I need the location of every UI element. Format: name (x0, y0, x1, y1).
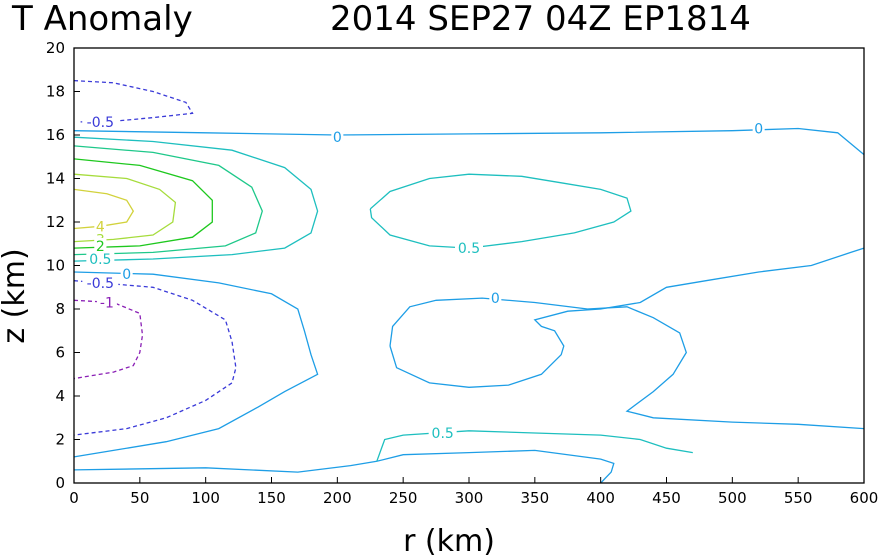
x-tick-label: 100 (191, 489, 220, 507)
contour-label-bg (82, 274, 119, 291)
contour-label-bg (96, 294, 117, 311)
x-tick-label: 350 (521, 489, 550, 507)
y-tick-label: 16 (46, 126, 65, 144)
x-tick-label: 400 (586, 489, 615, 507)
contour-line-2 (73, 136, 319, 262)
contour-label-bg (455, 240, 483, 257)
contour-label-bg (428, 424, 457, 441)
contour-line-12 (376, 430, 693, 462)
chart-title: T Anomaly (11, 0, 193, 39)
x-axis-ticks: 0 50 100 150 200 250 300 350 400 450 500 550 600 (69, 477, 878, 507)
y-tick-label: 12 (46, 213, 65, 231)
x-tick-label: 600 (850, 489, 879, 507)
contour-label: 0.5 (432, 426, 454, 442)
x-tick-label: 200 (323, 489, 352, 507)
y-axis-ticks: 0 2 4 6 8 10 12 14 16 18 20 (46, 39, 80, 492)
contour-line-11 (73, 449, 615, 484)
contour-label-bg (94, 237, 107, 254)
contour-label: -0.5 (87, 115, 114, 131)
contour-line-7 (369, 173, 632, 249)
contour-label-bg (752, 120, 765, 137)
y-tick-label: 20 (46, 39, 65, 57)
contour-label: 2 (96, 239, 105, 255)
y-tick-label: 2 (55, 431, 65, 449)
x-tick-label: 50 (130, 489, 149, 507)
contour-line-13 (389, 297, 865, 430)
contour-label-bg (82, 113, 119, 130)
contour-label: 0 (122, 267, 131, 283)
y-tick-label: 10 (46, 257, 65, 275)
chart-subtitle: 2014 SEP27 04Z EP1814 (330, 0, 751, 39)
y-tick-label: 8 (55, 300, 65, 318)
contour-label: 0 (333, 130, 342, 146)
contour-line-5 (73, 173, 177, 243)
contour-label-bg (120, 266, 133, 283)
y-tick-label: 0 (55, 474, 65, 492)
contour-line-1 (73, 127, 865, 156)
contour-line-10 (73, 299, 144, 380)
contour-lines (73, 79, 865, 484)
contour-line-14 (389, 247, 865, 388)
contour-label: -1 (100, 295, 114, 311)
y-tick-label: 14 (46, 170, 65, 188)
y-axis-label: z (km) (0, 248, 32, 343)
x-tick-label: 250 (389, 489, 418, 507)
x-tick-label: 300 (455, 489, 484, 507)
contour-line-8 (73, 271, 319, 458)
contour-label: 4 (96, 219, 105, 235)
x-axis-label: r (km) (403, 524, 495, 559)
contour-label: 0 (491, 291, 500, 307)
x-tick-label: 500 (718, 489, 747, 507)
x-tick-label: 150 (257, 489, 286, 507)
contour-line-9 (73, 280, 237, 436)
y-tick-label: 4 (55, 387, 65, 405)
x-tick-label: 550 (784, 489, 813, 507)
y-tick-label: 6 (55, 344, 65, 362)
contour-label: 0.5 (458, 241, 480, 257)
contour-label: 0.5 (89, 252, 111, 268)
contour-line-3 (73, 145, 263, 256)
x-tick-label: 450 (652, 489, 681, 507)
y-tick-label: 18 (46, 83, 65, 101)
contour-label-bg (94, 218, 107, 235)
x-tick-label: 0 (69, 489, 79, 507)
contour-label: -0.5 (87, 276, 114, 292)
contour-label: 0 (754, 121, 763, 137)
contour-label-bg (331, 129, 344, 146)
contour-label-bg (489, 290, 502, 307)
contour-label-bg (86, 250, 115, 267)
contour-line-4 (73, 158, 213, 249)
